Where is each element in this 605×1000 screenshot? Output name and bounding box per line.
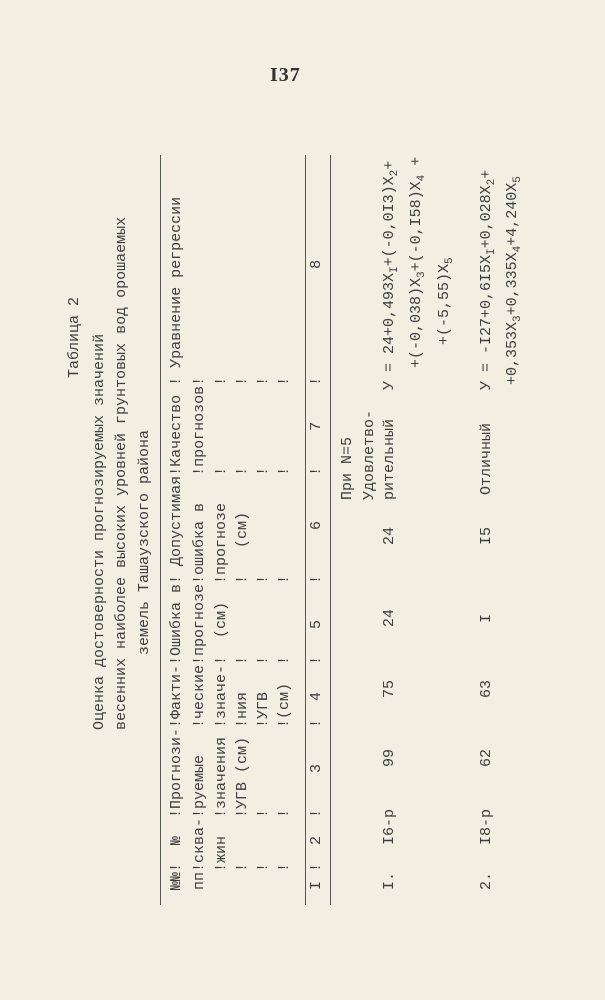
- equation-subscript: 2: [486, 178, 498, 186]
- table-top-rule: [160, 155, 161, 905]
- equation-term: У = 24+0,493X: [381, 272, 398, 390]
- header-row: ! !УГВ (см) !ния ! ! (см) ! !: [234, 376, 251, 890]
- forecast-value: 62: [478, 748, 495, 767]
- equation-term: +4,240X: [504, 182, 521, 246]
- actual-value: 63: [478, 679, 495, 698]
- regression-equation-line: У = 24+0,493XI+(-0,0I3)X2+: [381, 160, 401, 390]
- equation-subscript: 4: [512, 245, 524, 253]
- equation-term: +: [478, 169, 495, 179]
- actual-value: 75: [381, 679, 398, 698]
- forecast-error: I: [478, 613, 495, 623]
- header-row: !жин !значения !значе-! (см) !прогнозе !…: [213, 376, 230, 890]
- equation-term: +: [381, 160, 398, 170]
- regression-equation-line: +(-0,038)X3+(-0,I58)X4 +: [408, 156, 428, 368]
- page-number: I37: [270, 64, 301, 86]
- equation-subscript: I: [486, 248, 498, 255]
- table-title-line: земель Ташаузского района: [136, 429, 153, 655]
- header-bottom-rule: [305, 155, 306, 905]
- well-number: I8-р: [478, 808, 495, 845]
- forecast-value: 99: [381, 748, 398, 767]
- equation-subscript: 4: [416, 174, 428, 182]
- allowed-error: 24: [381, 526, 398, 545]
- equation-term: +(-0,0I3)X: [381, 176, 398, 267]
- column-number-row: I ! 2 ! 3 ! 4 ! 5 ! 6 ! 7 ! 8: [308, 259, 325, 890]
- table-title-line: Оценка достоверности прогнозируемых знач…: [91, 333, 108, 730]
- equation-subscript: 2: [389, 169, 401, 177]
- table-label: Таблица 2: [66, 296, 83, 378]
- table-title-line: весенних наиболее высоких уровней грунто…: [113, 216, 130, 730]
- equation-subscript: 5: [512, 176, 524, 183]
- equation-term: +0,028X: [478, 185, 495, 249]
- equation-subscript: I: [389, 266, 401, 273]
- row-number: 2.: [478, 871, 495, 890]
- regression-equation-line: +(-5,55)X5: [436, 257, 456, 345]
- equation-subscript: 3: [512, 315, 524, 322]
- rotated-table-block: Таблица 2 Оценка достоверности прогнозир…: [40, 30, 600, 970]
- equation-term: +0,353X: [504, 321, 521, 385]
- equation-term: +(-5,55)X: [436, 263, 453, 345]
- allowed-error: I5: [478, 526, 495, 545]
- equation-subscript: 3: [416, 271, 428, 278]
- forecast-error: 24: [381, 608, 398, 627]
- header-row: пп!сква-!руемые !ческие!прогнозе!ошибка …: [191, 376, 208, 890]
- header-row: ! ! !(см) ! ! ! !: [276, 376, 293, 890]
- regression-equation-line: У = -I27+0,6I5XI+0,028X2+: [478, 169, 498, 390]
- quality-text: Отличный: [478, 422, 495, 495]
- row-number: I.: [381, 871, 398, 890]
- well-number: I6-р: [381, 808, 398, 845]
- equation-subscript: 5: [444, 257, 456, 264]
- quality-text: рительный: [381, 418, 398, 500]
- regression-equation-line: +0,353X3+0,335X4+4,240X5: [504, 176, 524, 385]
- quality-text: Удовлетво-: [361, 409, 378, 500]
- equation-term: +(-0,I58)X: [408, 181, 425, 272]
- equation-term: У = -I27+0,6I5X: [478, 254, 495, 390]
- number-row-rule: [330, 155, 331, 905]
- header-row: ! ! !УГВ ! ! ! !: [255, 376, 272, 890]
- equation-term: +(-0,038)X: [408, 277, 425, 368]
- equation-term: +: [408, 156, 425, 175]
- header-row: №№! № !Прогнози-!Факти-!Ошибка в! Допуст…: [168, 196, 185, 890]
- note-text: При N=5: [339, 436, 356, 500]
- equation-term: +0,335X: [504, 252, 521, 316]
